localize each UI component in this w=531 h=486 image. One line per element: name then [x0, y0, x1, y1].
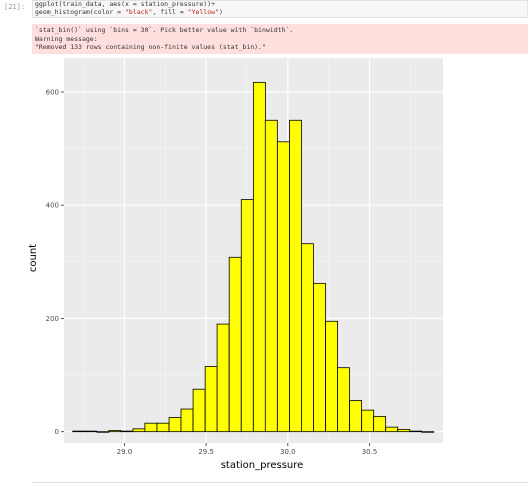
x-tick-label: 30.5 [362, 448, 378, 456]
histogram-bar [132, 428, 146, 433]
x-axis-label: station_pressure [221, 460, 304, 471]
histogram-bar [337, 367, 350, 433]
histogram-bar [361, 409, 375, 433]
x-tick-label: 30.0 [280, 448, 296, 456]
histogram-bar [325, 320, 339, 433]
histogram-bar [397, 429, 411, 433]
histogram-bar [96, 431, 110, 433]
code-text: ) [218, 7, 223, 16]
cell-divider [32, 482, 528, 483]
histogram-bar [120, 430, 134, 433]
histogram-bar [84, 430, 98, 433]
histogram-bar [300, 243, 314, 433]
histogram-bar [385, 426, 399, 433]
x-tick-label: 29.5 [198, 448, 214, 456]
histogram-bar [156, 422, 170, 433]
warning-line: `stat_bin()` using `bins = 30`. Pick bet… [35, 26, 294, 34]
histogram-bar [72, 430, 86, 433]
histogram-bar [240, 199, 254, 433]
histogram-bar [313, 282, 326, 433]
code-line-1: ggplot(train_data, aes(x = station_press… [33, 0, 527, 9]
histogram-bar [276, 141, 290, 433]
histogram-bar [144, 422, 158, 433]
code-line-2: geom_histogram(color = "black", fill = "… [33, 7, 527, 17]
code-text: geom_histogram(color = [35, 7, 126, 16]
histogram-chart: 29.0 29.5 30.0 30.5 0 200 400 600 station_press… [28, 58, 443, 471]
code-text: ggplot(train_data, aes(x = station_press… [35, 0, 216, 8]
histogram-bar [289, 119, 302, 433]
warning-line: Warning message: [35, 34, 98, 43]
histogram-bar [180, 408, 194, 433]
y-tick-label: 0 [55, 428, 59, 436]
histogram-bar [192, 388, 206, 433]
warning-output: `stat_bin()` using `bins = 30`. Pick bet… [32, 24, 528, 54]
histogram-bar [252, 81, 266, 433]
y-tick-label: 200 [46, 315, 59, 323]
y-tick-label: 600 [46, 88, 59, 96]
histogram-bar [228, 256, 242, 433]
histogram-bar [421, 431, 435, 433]
code-string: "Yellow" [187, 7, 219, 16]
code-cell[interactable]: ggplot(train_data, aes(x = station_press… [32, 0, 528, 18]
warning-line: "Removed 133 rows containing non-finite … [35, 43, 266, 51]
histogram-bar [204, 366, 218, 433]
histogram-bar [373, 415, 387, 433]
histogram-bar [108, 430, 122, 433]
y-axis-label: count [28, 244, 39, 272]
histogram-bar [168, 417, 182, 433]
histogram-bar [409, 430, 423, 433]
y-tick-label: 400 [46, 202, 59, 210]
code-text: , fill = [152, 7, 188, 16]
histogram-bar [216, 323, 230, 433]
cell-prompt: [21]: [4, 3, 26, 11]
code-string: "black" [125, 7, 153, 16]
histogram-bar [264, 119, 278, 433]
histogram-bar [349, 400, 363, 433]
x-tick-label: 29.0 [117, 448, 133, 456]
